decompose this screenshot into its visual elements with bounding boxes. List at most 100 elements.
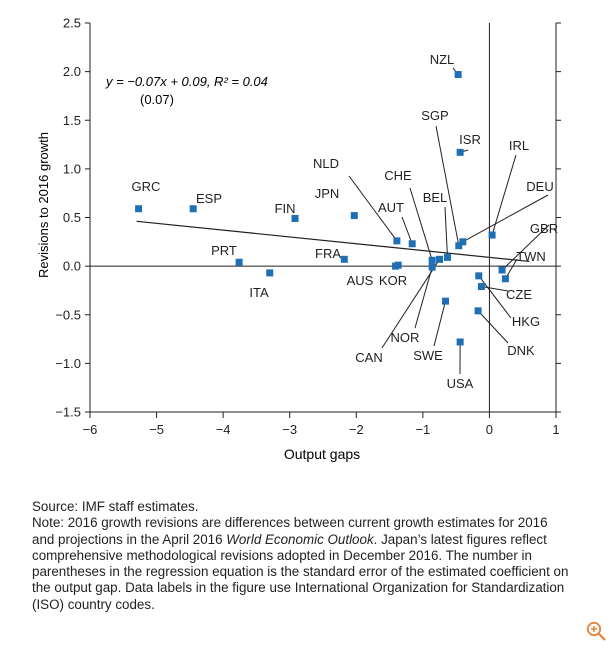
x-tick-label: −4	[216, 422, 231, 437]
x-tick-label: 0	[486, 422, 493, 437]
point-label-can: CAN	[355, 350, 382, 365]
marker-nld	[393, 237, 401, 245]
marker-prt	[235, 258, 243, 266]
regression-equation: y = −0.07x + 0.09, R² = 0.04 (0.07)	[105, 74, 268, 107]
figure-notes: Source: IMF staff estimates. Note: 2016 …	[32, 499, 572, 613]
y-tick-label: −0.5	[55, 307, 81, 322]
marker-esp	[189, 205, 197, 213]
point-label-grc: GRC	[132, 179, 161, 194]
point-label-nor: NOR	[391, 330, 420, 345]
point-label-irl: IRL	[509, 138, 529, 153]
point-label-fra: FRA	[315, 246, 341, 261]
marker-hkg	[475, 272, 483, 280]
marker-nor	[428, 263, 436, 271]
marker-cze	[477, 283, 485, 291]
data-markers	[135, 71, 509, 346]
leader-line-dnk	[477, 310, 509, 344]
point-label-isr: ISR	[459, 132, 481, 147]
data-labels: GRC ESP FIN JPN PRT ITA FRA NLD AUT AUS KOR CHE BEL C…	[132, 52, 559, 391]
y-tick-label: 2.0	[63, 64, 81, 79]
marker-aut	[408, 240, 416, 248]
marker-fra	[340, 255, 348, 263]
marker-isr	[456, 148, 464, 156]
leader-line-cze	[481, 286, 509, 292]
y-tick-label: −1.5	[55, 405, 81, 420]
leader-line-irl	[491, 154, 517, 236]
note-text-2: . Japan’s latest figures reflect compreh…	[32, 531, 569, 612]
point-label-jpn: JPN	[315, 186, 340, 201]
leader-line-gbr	[501, 224, 550, 271]
point-label-ita: ITA	[249, 285, 269, 300]
marker-jpn	[350, 212, 358, 220]
marker-ita	[266, 269, 274, 277]
y-axis-label: Revisions to 2016 growth	[36, 132, 51, 278]
point-label-che: CHE	[384, 168, 412, 183]
point-label-bel: BEL	[423, 190, 448, 205]
x-tick-label: −2	[349, 422, 364, 437]
point-label-kor: KOR	[379, 273, 407, 288]
marker-nzl	[454, 71, 462, 79]
marker-grc	[135, 205, 143, 213]
point-label-deu: DEU	[526, 179, 553, 194]
leader-line-nld	[348, 175, 398, 242]
source-note: Source: IMF staff estimates.	[32, 499, 199, 514]
y-tick-label: 1.5	[63, 113, 81, 128]
equation-text: y = −0.07x + 0.09, R² = 0.04	[105, 74, 268, 89]
point-label-usa: USA	[447, 376, 474, 391]
leader-line-bel	[444, 206, 448, 258]
marker-che	[428, 256, 436, 264]
marker-irl	[488, 231, 496, 239]
leader-line-nor	[414, 266, 433, 329]
marker-sgp	[455, 242, 463, 250]
marker-gbr	[498, 266, 506, 274]
point-label-swe: SWE	[413, 348, 443, 363]
y-tick-label: 0.5	[63, 210, 81, 225]
point-label-gbr: GBR	[530, 221, 558, 236]
point-label-prt: PRT	[211, 243, 237, 258]
marker-dnk	[474, 307, 482, 315]
point-label-fin: FIN	[275, 201, 296, 216]
point-label-nld: NLD	[313, 156, 339, 171]
note-italic: World Economic Outlook	[226, 531, 374, 547]
leader-line-sgp	[435, 125, 460, 246]
scatter-chart: 2.5 2.0 1.5 1.0 0.5 0.0 −0.5 −1.0 −1.5−6 −5 −4 −3 −2…	[36, 16, 561, 462]
leader-line-deu	[462, 194, 549, 243]
marker-twn	[501, 275, 509, 283]
point-label-aus: AUS	[347, 273, 374, 288]
zoom-in-icon[interactable]	[585, 620, 607, 642]
point-label-nzl: NZL	[430, 52, 455, 67]
point-label-cze: CZE	[506, 287, 532, 302]
x-tick-label: 1	[552, 422, 559, 437]
marker-fin	[291, 214, 299, 222]
leader-line-che	[409, 187, 433, 261]
x-tick-label: −5	[149, 422, 164, 437]
explanatory-note: Note: 2016 growth revisions are differen…	[32, 515, 572, 613]
x-tick-label: −1	[415, 422, 430, 437]
x-tick-label: −3	[282, 422, 297, 437]
point-label-esp: ESP	[196, 191, 222, 206]
marker-kor	[394, 261, 402, 269]
point-label-twn: TWN	[516, 249, 546, 264]
y-tick-label: 2.5	[63, 16, 81, 31]
marker-usa	[456, 338, 464, 346]
point-label-sgp: SGP	[421, 108, 448, 123]
regression-layer	[136, 220, 530, 263]
leader-lines	[348, 67, 550, 375]
point-label-aut: AUT	[378, 200, 404, 215]
marker-deu	[459, 238, 467, 246]
y-tick-label: 1.0	[63, 161, 81, 176]
leader-line-hkg	[478, 275, 512, 319]
marker-bel	[443, 253, 451, 261]
y-tick-label: −1.0	[55, 356, 81, 371]
marker-can	[436, 255, 443, 263]
note-text-1: Note: 2016 growth revisions are differen…	[32, 515, 548, 547]
std-error-text: (0.07)	[140, 92, 174, 107]
leader-line-aut	[401, 216, 413, 244]
regression-line	[136, 220, 530, 263]
marker-swe	[441, 297, 449, 305]
axes: 2.5 2.0 1.5 1.0 0.5 0.0 −0.5 −1.0 −1.5−6 −5 −4 −3 −2…	[55, 16, 561, 437]
x-tick-label: −6	[83, 422, 98, 437]
leader-line-swe	[433, 301, 446, 347]
point-label-dnk: DNK	[507, 343, 535, 358]
x-axis-label: Output gaps	[284, 446, 360, 462]
